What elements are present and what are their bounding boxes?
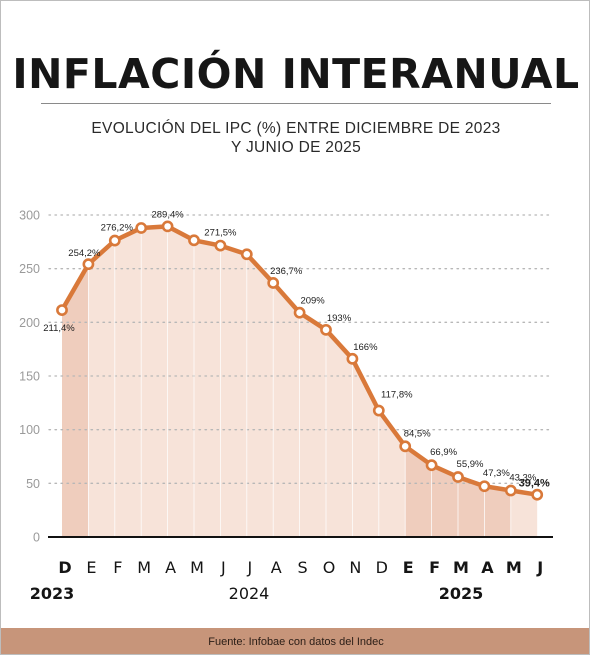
data-point [188, 234, 200, 247]
area-segment [88, 240, 115, 537]
area-segment [246, 254, 274, 537]
area-segment [510, 490, 538, 537]
data-label: 209% [300, 296, 325, 307]
area-segment [194, 240, 221, 537]
gridline-group: 0 50 100 150 200 250 300 [19, 209, 550, 545]
x-tick-label: J [246, 558, 252, 577]
area-segment [220, 245, 247, 537]
data-label: 43,3% [509, 473, 536, 484]
data-point [161, 220, 174, 233]
data-label: 236,7% [270, 266, 303, 277]
data-point [425, 459, 438, 472]
x-tick-label: M [190, 558, 204, 577]
area-segment [484, 486, 511, 537]
data-point [478, 480, 491, 493]
subtitle-line-1: EVOLUCIÓN DEL IPC (%) ENTRE DICIEMBRE DE… [91, 120, 501, 137]
x-tick-label: S [298, 558, 308, 577]
data-label: 117,8% [381, 390, 413, 401]
data-point [135, 222, 148, 234]
x-tick-label: A [481, 558, 494, 577]
y-tick-label: 200 [19, 316, 40, 330]
data-point [214, 239, 227, 252]
x-tick-label: D [376, 558, 388, 577]
data-point [531, 488, 544, 501]
area-segment [273, 282, 300, 537]
area-segment [352, 358, 379, 537]
y-tick-label: 50 [26, 477, 40, 491]
data-point [346, 352, 359, 365]
y-tick-label: 250 [19, 262, 40, 276]
area-segment [167, 226, 194, 538]
data-label-group: 211,4% 254,2% 276,2% 289,4% 271,5% 236,7% 209%… [43, 209, 550, 489]
year-label: 2024 [229, 584, 270, 603]
data-point [267, 277, 280, 289]
source-footer: Fuente: Infobae con datos del Indec [1, 628, 589, 654]
x-tick-label: E [86, 558, 96, 577]
x-tick-label: M [506, 558, 522, 577]
page-title: INFLACIÓN INTERANUAL [12, 50, 580, 98]
inflation-line-chart: 0 50 100 150 200 250 300 211,4% 254,2% 276,2% 289… [19, 209, 553, 603]
data-point-group [56, 220, 544, 501]
x-tick-label: J [536, 558, 543, 577]
data-label: 39,4% [519, 478, 550, 490]
area-fill-group [62, 226, 538, 538]
area-segment [114, 227, 142, 537]
x-tick-label: J [220, 558, 226, 577]
x-tick-label: N [349, 558, 361, 577]
x-tick-label: A [271, 558, 282, 577]
y-tick-label: 150 [19, 370, 40, 384]
x-tick-label: E [403, 558, 414, 577]
data-point [240, 248, 253, 261]
data-label: 211,4% [43, 323, 75, 334]
year-label: 2023 [30, 584, 75, 603]
data-point [82, 258, 95, 271]
data-point [56, 304, 68, 316]
data-point [372, 404, 385, 417]
x-tick-label: D [58, 558, 71, 577]
data-label: 55,9% [457, 459, 484, 470]
data-point [452, 471, 464, 483]
x-tick-label: M [137, 558, 151, 577]
data-label: 66,9% [430, 447, 457, 458]
subtitle-line-2: Y JUNIO DE 2025 [231, 139, 361, 156]
data-point [108, 234, 121, 247]
title-divider [41, 103, 551, 104]
x-tick-label: M [453, 558, 469, 577]
year-label-group: 2023 2024 2025 [30, 584, 484, 603]
area-segment [326, 329, 353, 537]
y-tick-label: 100 [19, 423, 40, 437]
data-label: 254,2% [68, 248, 101, 259]
x-tick-label: F [429, 558, 440, 577]
data-point [293, 306, 306, 319]
area-segment [405, 446, 432, 537]
x-tick-label: F [113, 558, 122, 577]
area-segment [378, 410, 406, 537]
data-label: 166% [353, 342, 378, 353]
data-point [320, 323, 332, 336]
y-tick-label: 300 [19, 209, 40, 223]
area-segment [458, 477, 485, 537]
area-segment [141, 226, 168, 538]
x-tick-label: A [165, 558, 176, 577]
data-label: 47,3% [483, 468, 510, 479]
chart-subtitle: EVOLUCIÓN DEL IPC (%) ENTRE DICIEMBRE DE… [1, 119, 589, 157]
data-label: 289,4% [151, 209, 184, 220]
data-point [504, 484, 517, 497]
data-point [399, 440, 412, 453]
x-tick-label: O [323, 558, 336, 577]
vertical-divider-group [88, 226, 512, 537]
year-label: 2025 [439, 584, 484, 603]
data-label: 271,5% [204, 228, 237, 239]
area-segment [62, 264, 89, 537]
data-label: 193% [327, 313, 352, 324]
area-segment [299, 312, 326, 537]
data-label: 84,5% [404, 428, 431, 439]
data-label: 276,2% [101, 223, 134, 234]
y-tick-label: 0 [33, 531, 40, 545]
